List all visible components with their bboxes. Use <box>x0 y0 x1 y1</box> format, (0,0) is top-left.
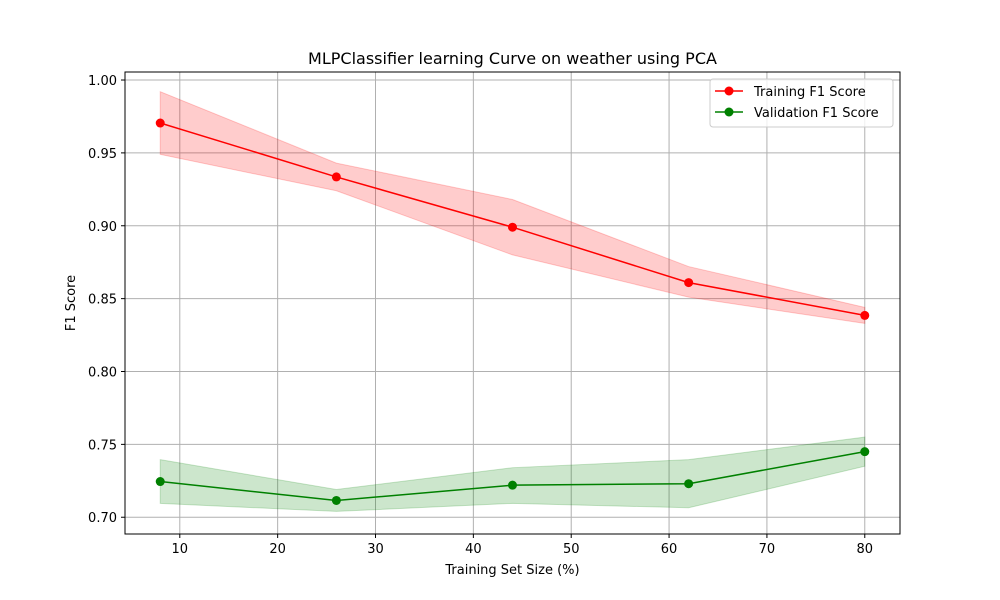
axis-ticks: 10 20 30 40 50 60 70 80 0.70 0.75 0.80 0.85 0.90 0.95… <box>88 74 873 557</box>
legend-label: Training F1 Score <box>753 85 866 100</box>
x-tick-label: 40 <box>465 542 482 557</box>
legend-box <box>709 78 894 128</box>
y-axis-label: F1 Score <box>64 275 79 331</box>
legend-marker-swatch <box>724 86 734 96</box>
data-point-marker <box>155 477 165 487</box>
x-axis-label: Training Set Size (%) <box>444 563 579 578</box>
legend-marker-swatch <box>724 107 734 117</box>
chart-title: MLPClassifier learning Curve on weather … <box>308 49 717 68</box>
plot-frame <box>124 71 901 535</box>
y-tick-label: 0.95 <box>88 147 117 162</box>
y-tick-label: 0.80 <box>88 365 117 380</box>
data-point-marker <box>331 495 341 505</box>
y-tick-label: 0.70 <box>88 511 117 526</box>
data-point-marker <box>860 310 870 320</box>
confidence-band-0 <box>159 90 866 324</box>
confidence-bands <box>159 90 866 512</box>
data-point-marker <box>331 172 341 182</box>
grid-lines <box>125 72 900 534</box>
data-point-marker <box>860 447 870 457</box>
x-tick-label: 70 <box>759 542 776 557</box>
y-tick-label: 1.00 <box>88 74 117 89</box>
y-tick-label: 0.85 <box>88 293 117 308</box>
data-point-marker <box>508 222 517 232</box>
x-tick-label: 20 <box>269 542 286 557</box>
series-markers <box>155 118 870 505</box>
x-tick-label: 10 <box>172 542 189 557</box>
confidence-band-1 <box>159 436 866 512</box>
data-point-marker <box>684 479 694 489</box>
y-tick-label: 0.90 <box>88 220 117 235</box>
y-tick-label: 0.75 <box>88 438 117 453</box>
x-tick-label: 50 <box>563 542 580 557</box>
data-point-marker <box>508 480 517 490</box>
legend-label: Validation F1 Score <box>754 106 879 121</box>
x-tick-label: 80 <box>856 542 873 557</box>
data-point-marker <box>155 118 165 128</box>
x-tick-label: 30 <box>367 542 384 557</box>
x-tick-label: 60 <box>661 542 678 557</box>
legend: Training F1 Score Validation F1 Score <box>709 78 894 128</box>
data-point-marker <box>684 278 694 288</box>
